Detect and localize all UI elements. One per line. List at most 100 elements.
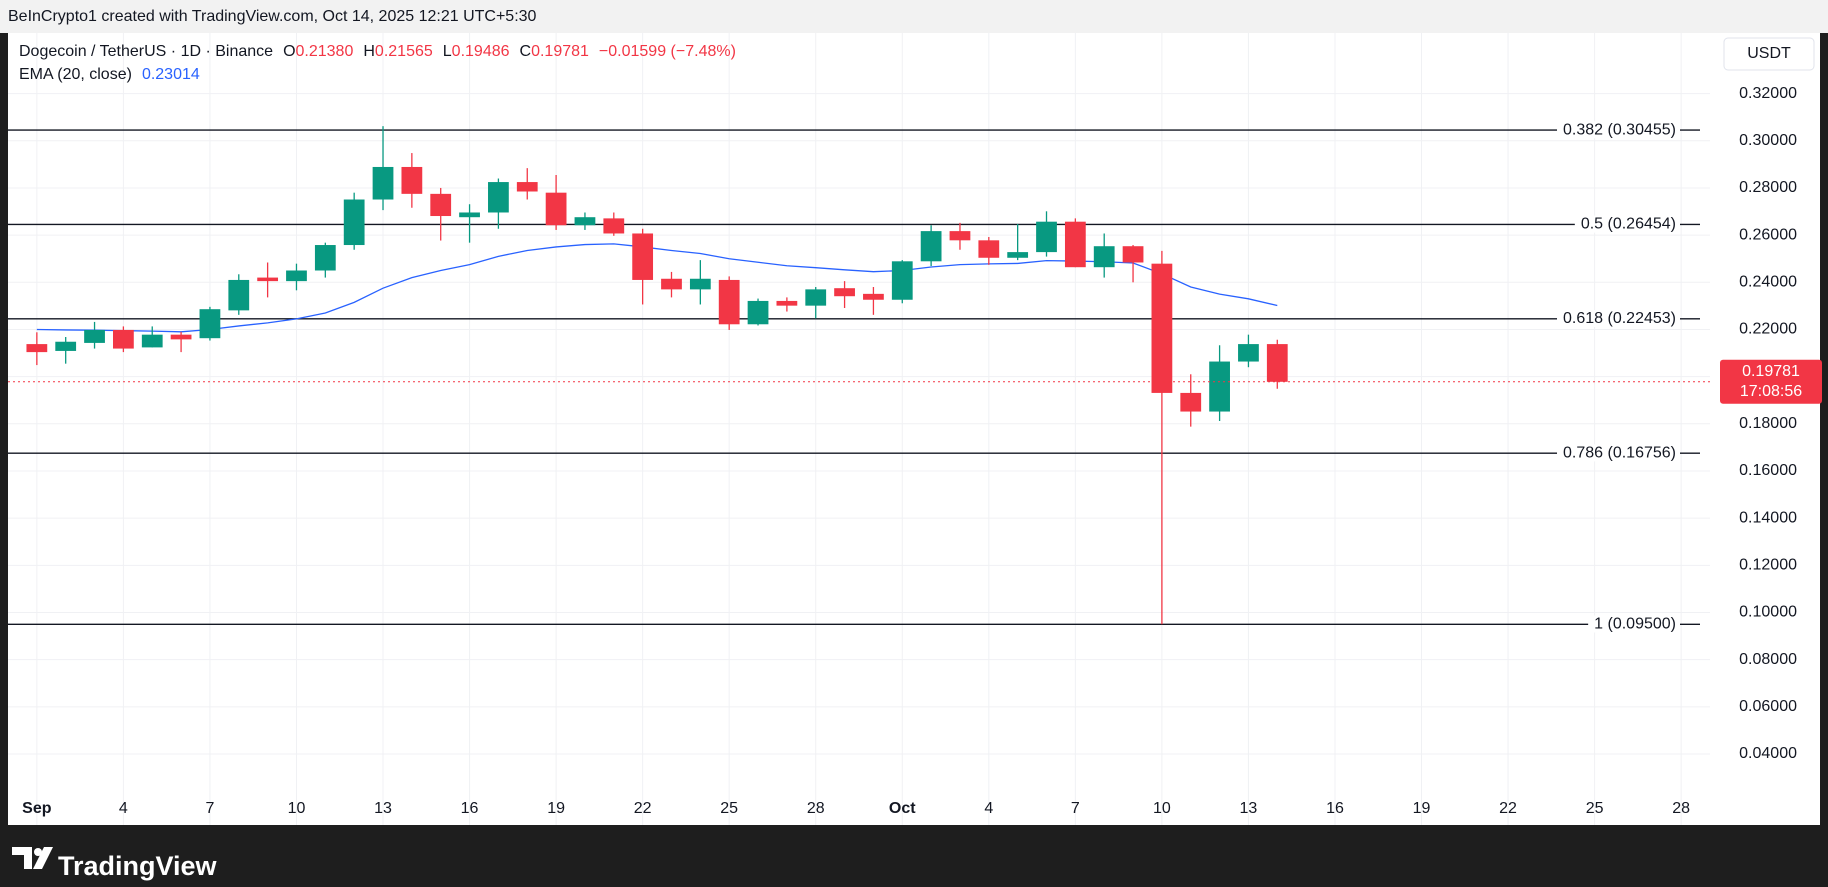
candle-body [776,300,798,306]
candle-body [26,344,48,353]
candle-body [372,166,394,200]
candle-body [1036,221,1057,253]
candle-body [55,341,77,351]
candle-body [113,329,134,349]
legend-item: O [283,43,295,60]
candle-body [949,231,971,241]
ema-name: EMA (20, close) [19,66,132,83]
x-tick-label: 10 [1153,800,1171,817]
x-tick-label: 7 [205,800,214,817]
x-tick-label: 13 [374,800,392,817]
logo-icon [12,847,53,869]
ema-value: 0.23014 [142,66,200,83]
x-tick-label: 16 [461,800,479,817]
fib-label-bg [1574,215,1680,233]
legend-item: H [363,43,375,60]
legend-item: 0.19781 [531,43,589,60]
currency-box [1723,37,1815,71]
candle-body [1266,344,1288,382]
candle-body [863,293,884,300]
x-tick-label: 25 [1586,800,1604,817]
legend-item: −0.01599 (−7.48%) [599,43,736,60]
candle-body [1007,252,1029,258]
candle-body [459,212,480,218]
x-tick-label: 22 [634,800,652,817]
x-tick-label: Sep [22,800,52,817]
candle-body [1238,344,1259,362]
y-tick-label: 0.14000 [1739,509,1797,526]
candle-body [574,217,596,226]
candle-body [286,270,307,282]
candle-body [1122,246,1144,263]
fib-label-bg [1588,615,1680,633]
fib-label-bg [1557,444,1680,462]
legend-item: L [443,43,452,60]
candle-body [141,334,163,348]
price-tag [1720,359,1822,404]
fib-label: 0.382 (0.30455) [1563,121,1676,138]
candle-body [805,289,827,306]
y-tick-label: 0.18000 [1739,415,1797,432]
x-tick-label: 19 [547,800,565,817]
price-tag-value: 0.19781 [1742,363,1800,380]
footer-logo: TradingView [58,851,218,881]
candle-body [1151,263,1173,393]
header-band [0,0,1828,33]
candle-body [199,309,221,339]
candle-body [1064,221,1086,268]
y-tick-label: 0.26000 [1739,226,1797,243]
x-tick-label: 25 [720,800,738,817]
candle-body [1180,392,1202,412]
candle-body [978,240,1000,258]
candle-body [545,192,567,226]
candle-body [718,279,740,325]
candle-body [314,245,336,271]
legend-item: 0.21380 [296,43,354,60]
candle-body [401,166,423,194]
x-tick-label: 13 [1240,800,1258,817]
y-tick-label: 0.30000 [1739,132,1797,149]
candle-body [430,193,452,217]
fib-label-bg [1557,310,1680,328]
candle-body [1209,361,1230,412]
currency: USDT [1747,45,1791,62]
candle-body [488,182,509,213]
candle-body [1093,246,1115,268]
y-tick-label: 0.28000 [1739,179,1797,196]
legend-item: C [520,43,532,60]
legend-item: 0.19486 [452,43,510,60]
candle-body [228,279,250,311]
candle-body [170,334,192,340]
candle-body [747,300,769,325]
legend-ema: EMA (20, close) 0.23014 [19,66,200,83]
x-tick-label: 22 [1499,800,1517,817]
y-tick-label: 0.06000 [1739,698,1797,715]
legend-item: Dogecoin / TetherUS · 1D · Binance [19,43,273,60]
y-tick-label: 0.16000 [1739,462,1797,479]
x-tick-label: 4 [119,800,128,817]
fib-label: 0.5 (0.26454) [1581,216,1676,233]
candle-body [689,278,711,290]
x-tick-label: 16 [1326,800,1344,817]
candle-body [920,231,942,262]
x-tick-label: 10 [288,800,306,817]
candle-body [603,218,625,234]
price-tag-countdown: 17:08:56 [1740,383,1802,400]
candle-body [343,199,365,246]
candle-body [84,329,105,343]
y-tick-label: 0.32000 [1739,85,1797,102]
fib-label-bg [1557,121,1680,139]
candle-body [516,182,538,192]
legend-item: 0.21565 [375,43,433,60]
x-tick-label: 28 [1672,800,1690,817]
chart-area [8,33,1820,825]
x-tick-label: 28 [807,800,825,817]
y-tick-label: 0.24000 [1739,274,1797,291]
x-tick-label: 7 [1071,800,1080,817]
candle-body [834,288,855,297]
x-tick-label: Oct [889,800,916,817]
y-tick-label: 0.12000 [1739,557,1797,574]
fib-label: 0.618 (0.22453) [1563,310,1676,327]
